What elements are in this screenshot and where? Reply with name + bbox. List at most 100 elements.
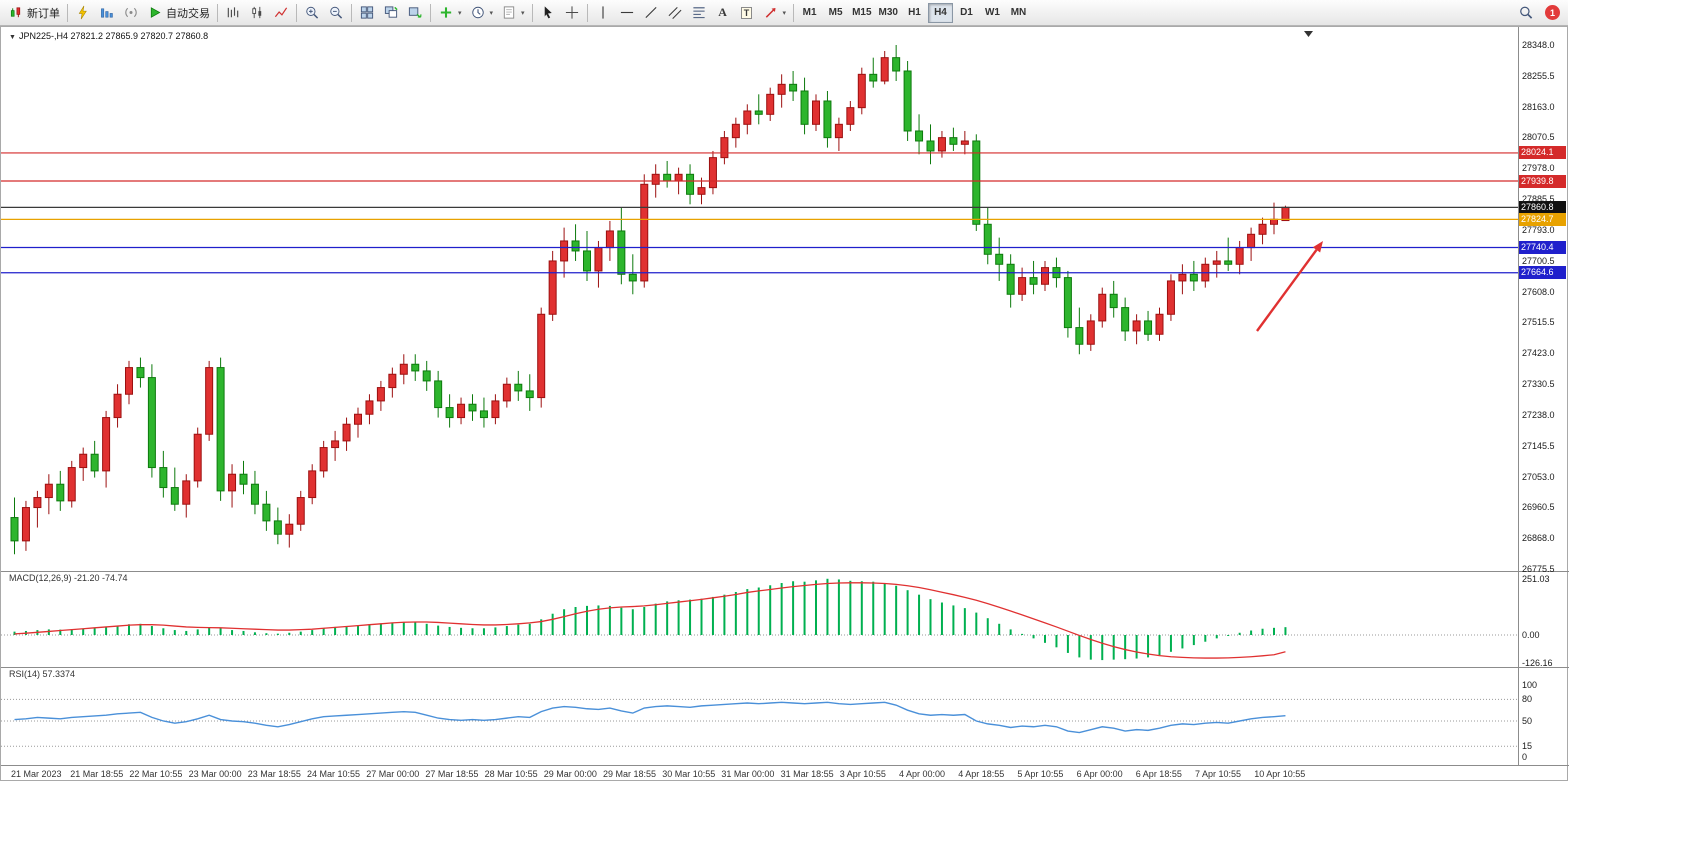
chart-line-button[interactable] [269, 2, 293, 24]
time-axis-label: 24 Mar 10:55 [307, 769, 361, 779]
chart-bars-button[interactable] [221, 2, 245, 24]
notification-count: 1 [1549, 7, 1555, 18]
trendline-icon [644, 6, 657, 19]
toolbar-separator [586, 3, 588, 22]
time-axis-label: 4 Apr 00:00 [899, 769, 946, 779]
macd-panel [1, 578, 1518, 661]
time-axis-label: 21 Mar 2023 [11, 769, 62, 779]
dropdown-caret-icon: ▾ [489, 9, 494, 17]
price-axis-tick: 28255.5 [1522, 70, 1555, 81]
arrange-windows-button[interactable] [403, 2, 427, 24]
search-button[interactable] [1514, 2, 1538, 24]
signals-icon [125, 7, 137, 18]
tile-windows-icon [360, 6, 374, 19]
time-axis-label: 23 Mar 18:55 [247, 769, 301, 779]
timeframe-mn-button[interactable]: MN [1006, 3, 1031, 23]
toolbar-separator [351, 3, 352, 22]
chart-canvas[interactable] [1, 27, 1569, 782]
new-order-button[interactable]: 新订单 [4, 2, 64, 24]
macd-axis-tick: 251.03 [1522, 573, 1550, 584]
metaeditor-button[interactable] [71, 2, 95, 24]
periods-button[interactable]: ▾ [466, 2, 498, 24]
zoom-out-button[interactable] [324, 2, 348, 24]
timeframe-m15-button[interactable]: M15 [849, 3, 874, 23]
dropdown-caret-icon: ▾ [782, 9, 787, 17]
timeframe-group: M1 M5 M15 M30 H1 H4 D1 W1 MN [797, 2, 1031, 23]
time-axis-label: 6 Apr 18:55 [1135, 769, 1182, 779]
arrows-button[interactable]: ▾ [759, 2, 791, 24]
cursor-button[interactable] [536, 2, 560, 24]
hline-price-tag: 28024.1 [1519, 146, 1566, 160]
chart-shift-marker [1304, 31, 1313, 37]
autotrading-play-icon [150, 7, 161, 18]
tile-windows-button[interactable] [355, 2, 379, 24]
horizontal-line-button[interactable] [615, 2, 639, 24]
timeframe-m1-button[interactable]: M1 [797, 3, 822, 23]
vertical-line-button[interactable] [591, 2, 615, 24]
time-axis-label: 5 Apr 10:55 [1017, 769, 1064, 779]
dropdown-caret-icon: ▾ [521, 9, 525, 17]
chart-candles-button[interactable] [245, 2, 269, 24]
autotrading-button[interactable]: 自动交易 [143, 2, 214, 24]
timeframe-m5-button[interactable]: M5 [823, 3, 848, 23]
timeframe-h1-button[interactable]: H1 [902, 3, 927, 23]
toolbar-right-group: 1 [1514, 2, 1564, 24]
timeframe-d1-button[interactable]: D1 [954, 3, 979, 23]
fibonacci-icon [692, 7, 705, 19]
toolbar-separator [296, 3, 297, 22]
crosshair-icon [565, 6, 578, 19]
vertical-line-icon [601, 6, 604, 19]
timeframe-h4-button[interactable]: H4 [927, 2, 953, 23]
candles-chart-icon [252, 6, 262, 19]
macd-indicator-label: MACD(12,26,9) -21.20 -74.74 [9, 573, 128, 583]
text-label-button[interactable]: T [735, 2, 759, 24]
oct-collapse-icon[interactable]: ▼ [9, 34, 16, 41]
rsi-indicator-label: RSI(14) 57.3374 [9, 669, 76, 679]
price-axis-tick: 27145.5 [1522, 440, 1555, 451]
price-axis-tick: 27885.5 [1522, 194, 1555, 205]
rsi-axis-tick: 50 [1522, 716, 1533, 726]
text-button[interactable]: A [711, 2, 735, 24]
clock-icon [471, 6, 484, 19]
indicators-plus-icon [440, 7, 452, 18]
hlines-layer[interactable] [1, 152, 1518, 274]
time-axis-label: 4 Apr 18:55 [958, 769, 1005, 779]
autotrading-label: 自动交易 [166, 7, 210, 20]
price-axis-tick: 26868.0 [1522, 533, 1555, 544]
market-watch-button[interactable] [95, 2, 119, 24]
time-axis-label: 3 Apr 10:55 [839, 769, 886, 779]
crosshair-button[interactable] [560, 2, 584, 24]
time-axis-label: 29 Mar 18:55 [603, 769, 657, 779]
time-axis-label: 27 Mar 18:55 [425, 769, 479, 779]
zoom-in-button[interactable] [300, 2, 324, 24]
rsi-axis-tick: 100 [1522, 680, 1538, 690]
rsi-axis-tick: 0 [1522, 752, 1528, 762]
toolbar-separator [793, 3, 795, 22]
macd-axis-tick: 0.00 [1522, 630, 1540, 640]
zoom-out-icon [330, 6, 343, 19]
fibonacci-button[interactable] [687, 2, 711, 24]
price-axis-tick: 28348.0 [1522, 40, 1555, 50]
lightning-icon [78, 5, 87, 20]
price-axis-tick: 27978.0 [1522, 163, 1555, 174]
hline-price-tag: 27824.7 [1519, 212, 1566, 226]
price-axis-tick: 27700.5 [1522, 255, 1555, 266]
market-watch-icon [101, 8, 113, 18]
timeframe-w1-button[interactable]: W1 [980, 3, 1005, 23]
time-axis-label: 6 Apr 00:00 [1076, 769, 1123, 779]
rsi-axis-tick: 15 [1522, 741, 1533, 752]
cascade-windows-button[interactable] [379, 2, 403, 24]
channel-button[interactable] [663, 2, 687, 24]
signals-button[interactable] [119, 2, 143, 24]
mt4-window: 新订单 自动交易 [0, 0, 1569, 781]
timeframe-m30-button[interactable]: M30 [876, 3, 901, 23]
time-axis-label: 10 Apr 10:55 [1254, 769, 1306, 779]
panel-frame [1, 27, 1569, 766]
trend-arrow[interactable] [1256, 241, 1323, 332]
notification-badge[interactable]: 1 [1545, 5, 1560, 20]
indicators-button[interactable]: ▾ [434, 2, 466, 24]
templates-button[interactable]: ▾ [497, 2, 529, 24]
time-axis-label: 22 Mar 10:55 [129, 769, 183, 779]
trendline-button[interactable] [639, 2, 663, 24]
chart-area[interactable]: ▼ JPN225-,H4 27821.2 27865.9 27820.7 2786… [0, 26, 1569, 782]
